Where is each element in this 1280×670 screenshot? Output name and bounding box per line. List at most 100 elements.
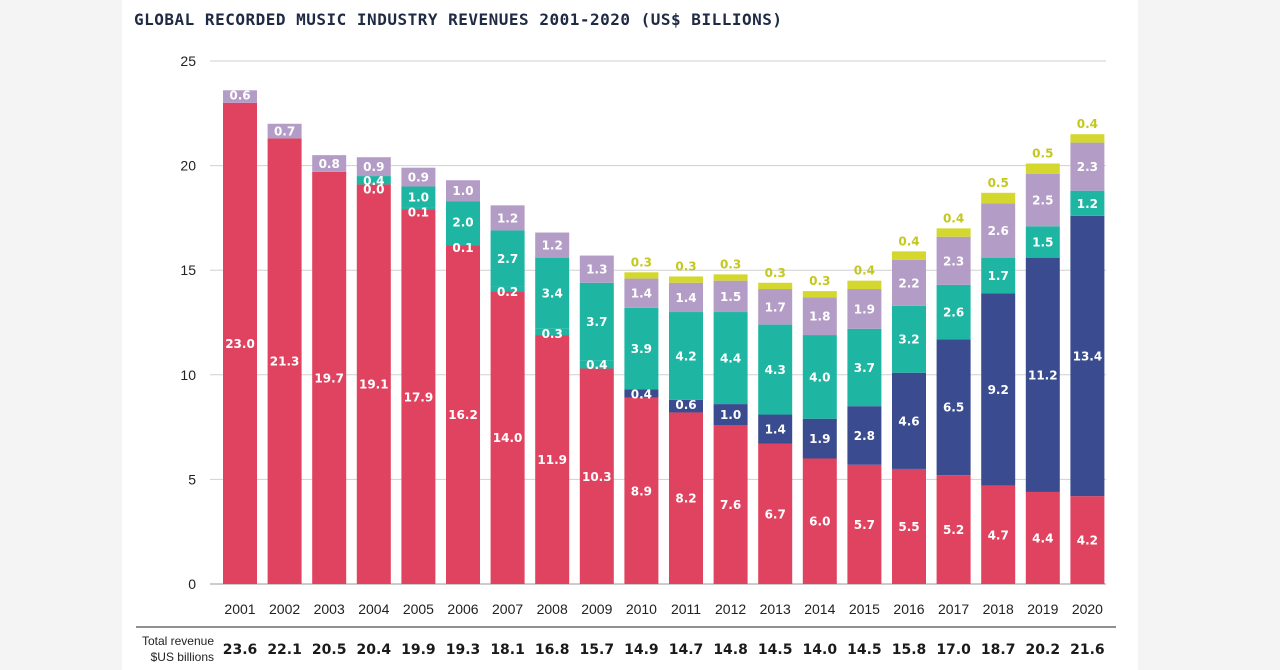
bar-segment — [1025, 226, 1060, 258]
bar-segment — [802, 335, 837, 419]
bar-segment — [490, 291, 525, 584]
bar-segment — [312, 155, 347, 172]
y-tick-label: 20 — [180, 158, 196, 174]
segment-value-label: 0.9 — [363, 160, 384, 174]
segment-value-label: 0.3 — [720, 257, 741, 271]
total-value: 18.7 — [981, 642, 1016, 658]
segment-value-label: 1.9 — [854, 302, 875, 316]
segment-value-label: 0.1 — [408, 205, 429, 219]
segment-value-label: 0.4 — [898, 234, 919, 248]
segment-value-label: 2.8 — [854, 429, 875, 443]
segment-value-label: 0.5 — [1032, 147, 1053, 161]
bar-segment — [847, 328, 882, 407]
x-tick-label: 2011 — [671, 601, 701, 617]
bar-segment — [401, 186, 436, 208]
segment-value-label: 0.6 — [229, 88, 250, 102]
bar-segment — [624, 278, 659, 308]
bar-segment — [624, 307, 659, 390]
bar-segment — [1070, 215, 1105, 497]
total-value: 14.5 — [847, 642, 882, 658]
bar-segment — [401, 207, 436, 210]
segment-value-label: 2.0 — [452, 216, 473, 230]
segment-value-label: 14.0 — [493, 431, 523, 445]
segment-value-label: 6.7 — [765, 507, 786, 521]
bar-segment — [490, 230, 525, 287]
bar-segment — [490, 205, 525, 231]
y-tick-label: 15 — [180, 262, 196, 278]
bar-segment — [1025, 173, 1060, 227]
total-value: 14.7 — [669, 642, 704, 658]
bar-segment — [1025, 163, 1060, 174]
bar-segment — [981, 257, 1016, 294]
segment-value-label: 7.6 — [720, 498, 741, 512]
bar-segment — [713, 274, 748, 281]
segment-value-label: 2.5 — [1032, 194, 1053, 208]
bar-segment — [892, 372, 926, 469]
bar-segment — [892, 251, 926, 260]
segment-value-label: 6.5 — [943, 401, 964, 415]
total-value: 14.9 — [624, 642, 659, 658]
segment-value-label: 0.3 — [809, 274, 830, 288]
segment-value-label: 16.2 — [448, 408, 478, 422]
bar-segment — [1070, 142, 1105, 191]
x-tick-label: 2018 — [983, 601, 1014, 617]
bar-segment — [802, 458, 837, 584]
segment-value-label: 2.2 — [898, 276, 919, 290]
bar-segment — [401, 209, 436, 585]
bar-segment — [446, 243, 480, 246]
segment-value-label: 4.3 — [765, 363, 786, 377]
total-value: 14.0 — [803, 642, 838, 658]
segment-value-label: 0.4 — [363, 174, 384, 188]
segment-value-label: 0.3 — [765, 266, 786, 280]
total-value: 19.3 — [446, 642, 481, 658]
total-value: 14.8 — [713, 642, 748, 658]
segment-value-label: 5.2 — [943, 523, 964, 537]
x-tick-label: 2010 — [626, 601, 657, 617]
segment-value-label: 2.3 — [1077, 160, 1098, 174]
bar-segment — [356, 184, 391, 585]
bar-segment — [312, 171, 347, 584]
segment-value-label: 1.4 — [675, 291, 696, 305]
bar-segment — [356, 157, 391, 177]
segment-value-label: 1.9 — [809, 432, 830, 446]
segment-value-label: 17.9 — [404, 390, 434, 404]
segment-value-label: 0.8 — [319, 157, 340, 171]
bar-segment — [713, 280, 748, 313]
bar-segment — [669, 312, 703, 400]
segment-value-label: 1.5 — [1032, 235, 1053, 249]
bar-segment — [624, 389, 659, 398]
bar-segment — [401, 167, 436, 187]
bar-segment — [981, 203, 1016, 258]
segment-value-label: 0.4 — [586, 358, 607, 372]
bar-segment — [713, 312, 748, 405]
segment-value-label: 0.3 — [675, 259, 696, 273]
segment-value-label: 4.6 — [898, 414, 919, 428]
bar-segment — [535, 232, 570, 258]
segment-value-label: 13.4 — [1073, 349, 1103, 363]
total-value: 15.8 — [892, 642, 927, 658]
bar-segment — [223, 90, 257, 103]
segment-value-label: 0.4 — [854, 264, 875, 278]
x-tick-label: 2012 — [715, 601, 746, 617]
y-tick-label: 5 — [188, 471, 196, 487]
bar-segment — [713, 404, 748, 426]
bar-segment — [579, 255, 614, 283]
bar-segment — [1070, 496, 1105, 584]
segment-value-label: 3.9 — [631, 342, 652, 356]
bar-segment — [802, 291, 837, 298]
segment-value-label: 0.4 — [1077, 117, 1098, 131]
segment-value-label: 9.2 — [988, 383, 1009, 397]
bar-segment — [446, 201, 480, 244]
bar-segment — [981, 485, 1016, 584]
segment-value-label: 11.2 — [1028, 368, 1058, 382]
x-tick-label: 2015 — [849, 601, 880, 617]
bar-segment — [758, 282, 793, 290]
bar-segment — [446, 245, 480, 584]
segment-value-label: 8.2 — [675, 492, 696, 506]
x-tick-label: 2013 — [760, 601, 791, 617]
segment-value-label: 21.3 — [270, 355, 300, 369]
bar-segment — [267, 138, 302, 585]
bar-segment — [535, 335, 570, 584]
bar-segment — [669, 399, 703, 413]
segment-value-label: 0.9 — [408, 171, 429, 185]
